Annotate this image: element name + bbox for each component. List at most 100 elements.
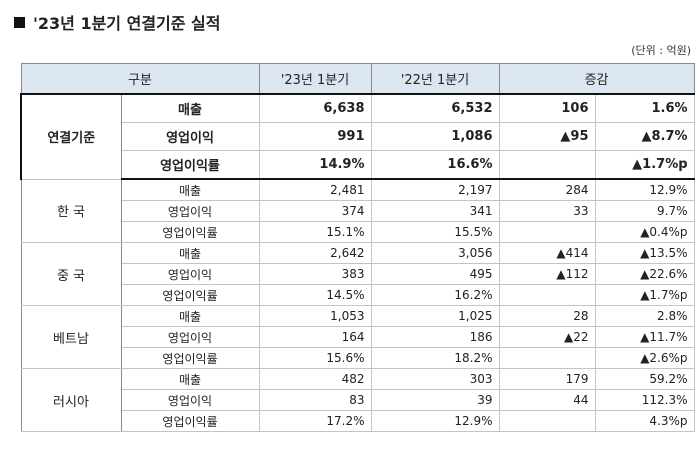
- item-label: 매출: [120, 305, 260, 327]
- cell: 6,638: [258, 93, 372, 123]
- group-label: 러시아: [20, 368, 122, 432]
- item-label: 매출: [120, 93, 260, 123]
- cell: 374: [258, 200, 372, 222]
- cell: 991: [258, 122, 372, 151]
- cell: [498, 347, 596, 369]
- bullet: [14, 17, 25, 28]
- item-label: 매출: [120, 242, 260, 264]
- row: 중 국 매출 2,642 3,056 ▲414 ▲13.5%: [20, 242, 695, 306]
- cell: [498, 150, 596, 180]
- row: 영업이익 374 341 33 9.7%: [21, 200, 695, 222]
- cell: 2,481: [258, 178, 372, 201]
- column-header: 구분: [20, 63, 260, 95]
- item-label: 영업이익: [120, 200, 260, 222]
- cell: [498, 221, 596, 243]
- cell: 1,025: [370, 305, 500, 327]
- cell: ▲2.6%p: [594, 347, 695, 369]
- row: 영업이익 991 1,086 ▲95 ▲8.7%: [21, 122, 695, 151]
- row: 영업이익 383 495 ▲112 ▲22.6%: [21, 263, 695, 285]
- row: 베트남 매출 1,053 1,025 28 2.8%: [20, 305, 695, 369]
- title-text: '23년 1분기 연결기준 실적: [33, 14, 221, 33]
- group-label: 연결기준: [20, 93, 122, 180]
- group: 러시아 매출 482 303 179 59.2% 영업이익 83 39 44 112.3% 영업이익률…: [20, 368, 695, 432]
- cell: 6,532: [370, 93, 500, 123]
- cell: ▲414: [498, 242, 596, 264]
- cell: 14.5%: [258, 284, 372, 306]
- cell: ▲13.5%: [594, 242, 695, 264]
- cell: 15.6%: [258, 347, 372, 369]
- cell: 14.9%: [258, 150, 372, 180]
- cell: 28: [498, 305, 596, 327]
- column-header: '23년 1분기: [258, 63, 372, 95]
- cell: [498, 410, 596, 432]
- cell: 2.8%: [594, 305, 695, 327]
- cell: 495: [370, 263, 500, 285]
- cell: 341: [370, 200, 500, 222]
- cell: 33: [498, 200, 596, 222]
- row: 영업이익률 15.1% 15.5% ▲0.4%p: [21, 221, 695, 243]
- group: 중 국 매출 2,642 3,056 ▲414 ▲13.5% 영업이익 383 495 ▲112 ▲…: [20, 242, 695, 306]
- row: 영업이익률 17.2% 12.9% 4.3%p: [21, 410, 695, 432]
- cell: 17.2%: [258, 410, 372, 432]
- item-label: 영업이익: [120, 389, 260, 411]
- item-label: 영업이익률: [120, 410, 260, 432]
- item-label: 영업이익률: [120, 221, 260, 243]
- item-label: 영업이익률: [120, 284, 260, 306]
- cell: ▲1.7%p: [594, 150, 695, 180]
- cell: 15.1%: [258, 221, 372, 243]
- row: 연결기준 매출 6,638 6,532 106 1.6%: [20, 93, 695, 180]
- cell: 112.3%: [594, 389, 695, 411]
- cell: 15.5%: [370, 221, 500, 243]
- cell: 179: [498, 368, 596, 390]
- cell: ▲22.6%: [594, 263, 695, 285]
- row: 영업이익률 14.5% 16.2% ▲1.7%p: [21, 284, 695, 306]
- group: 한 국 매출 2,481 2,197 284 12.9% 영업이익 374 341 33 9.7% 영…: [20, 178, 695, 243]
- cell: ▲112: [498, 263, 596, 285]
- cell: ▲22: [498, 326, 596, 348]
- cell: 2,642: [258, 242, 372, 264]
- item-label: 영업이익: [120, 122, 260, 151]
- unit: (단위 : 억원): [631, 44, 691, 57]
- cell: 44: [498, 389, 596, 411]
- group-label: 중 국: [20, 242, 122, 306]
- cell: 18.2%: [370, 347, 500, 369]
- results-table: 구분 '23년 1분기 '22년 1분기 증감 연결기준 매출 6,638 6,532…: [20, 63, 695, 432]
- column-header: 증감: [498, 63, 695, 95]
- title: '23년 1분기 연결기준 실적: [14, 10, 221, 34]
- item-label: 영업이익률: [120, 347, 260, 369]
- cell: 383: [258, 263, 372, 285]
- cell: 16.2%: [370, 284, 500, 306]
- cell: ▲1.7%p: [594, 284, 695, 306]
- cell: 303: [370, 368, 500, 390]
- cell: 1,053: [258, 305, 372, 327]
- cell: 1,086: [370, 122, 500, 151]
- cell: 12.9%: [370, 410, 500, 432]
- cell: 1.6%: [594, 93, 695, 123]
- cell: 186: [370, 326, 500, 348]
- cell: ▲0.4%p: [594, 221, 695, 243]
- cell: 4.3%p: [594, 410, 695, 432]
- row: 러시아 매출 482 303 179 59.2%: [20, 368, 695, 432]
- item-label: 영업이익: [120, 263, 260, 285]
- cell: 16.6%: [370, 150, 500, 180]
- cell: 164: [258, 326, 372, 348]
- item-label: 영업이익률: [120, 150, 260, 180]
- cell: 3,056: [370, 242, 500, 264]
- row: 영업이익률 15.6% 18.2% ▲2.6%p: [21, 347, 695, 369]
- row: 영업이익 164 186 ▲22 ▲11.7%: [21, 326, 695, 348]
- cell: 482: [258, 368, 372, 390]
- row: 영업이익률 14.9% 16.6% ▲1.7%p: [21, 150, 695, 180]
- cell: 12.9%: [594, 178, 695, 201]
- cell: [498, 284, 596, 306]
- cell: 284: [498, 178, 596, 201]
- cell: 2,197: [370, 178, 500, 201]
- cell: 83: [258, 389, 372, 411]
- cell: ▲11.7%: [594, 326, 695, 348]
- header-row: 구분 '23년 1분기 '22년 1분기 증감: [20, 63, 695, 95]
- item-label: 매출: [120, 178, 260, 201]
- column-header: '22년 1분기: [370, 63, 500, 95]
- group-label: 베트남: [20, 305, 122, 369]
- row: 한 국 매출 2,481 2,197 284 12.9%: [20, 178, 695, 243]
- cell: 106: [498, 93, 596, 123]
